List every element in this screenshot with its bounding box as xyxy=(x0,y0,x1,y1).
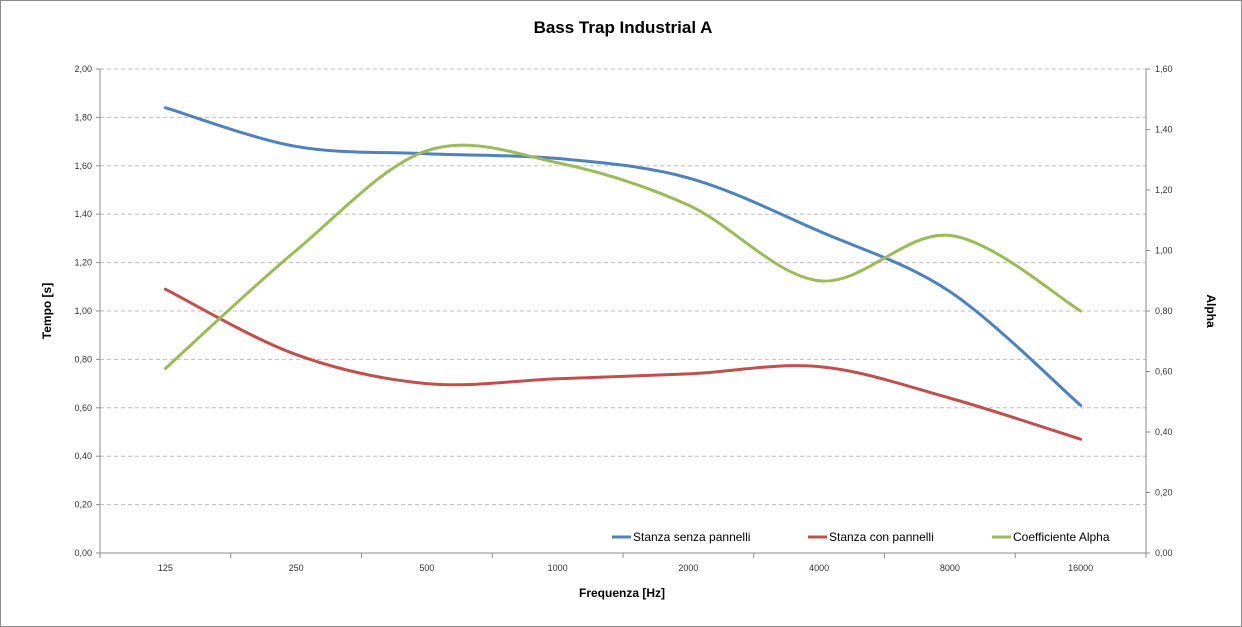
y-tick-label-right: 1,60 xyxy=(1155,64,1173,74)
x-axis-title: Frequenza [Hz] xyxy=(579,586,665,600)
y-tick-label-left: 1,60 xyxy=(74,161,92,171)
series-line-2 xyxy=(163,287,1083,441)
x-tick-labels: 125 250 500 1000 2000 4000 8000 16000 xyxy=(99,553,1147,573)
x-tick-label: 1000 xyxy=(548,563,568,573)
y-tick-label-left: 1,80 xyxy=(74,112,92,122)
x-tick-label: 8000 xyxy=(940,563,960,573)
y-tick-label-left: 1,40 xyxy=(74,209,92,219)
series-line-3 xyxy=(163,143,1083,370)
series-line-1 xyxy=(163,106,1083,407)
y-tick-label-right: 1,00 xyxy=(1155,246,1173,256)
x-tick-label: 4000 xyxy=(809,563,829,573)
y-tick-label-left: 0,40 xyxy=(74,451,92,461)
y-tick-label-right: 0,20 xyxy=(1155,488,1173,498)
y-tick-label-right: 0,80 xyxy=(1155,306,1173,316)
y-tick-label-left: 0,80 xyxy=(74,354,92,364)
y-tick-label-right: 0,40 xyxy=(1155,427,1173,437)
series-lines xyxy=(163,106,1083,441)
legend: Stanza senza pannelli Stanza con pannelli… xyxy=(612,530,1110,544)
legend-item: Coefficiente Alpha xyxy=(992,530,1110,544)
x-tick-label: 16000 xyxy=(1068,563,1093,573)
y-tick-label-left: 0,00 xyxy=(74,548,92,558)
y-tick-label-left: 1,20 xyxy=(74,258,92,268)
y-axis-title-right: Alpha xyxy=(1204,294,1218,328)
y-axis-title-left: Tempo [s] xyxy=(40,283,54,339)
x-tick-label: 125 xyxy=(158,563,173,573)
gridlines xyxy=(100,68,1146,506)
y-tick-label-left: 0,60 xyxy=(74,403,92,413)
legend-item: Stanza senza pannelli xyxy=(612,530,750,544)
legend-label: Coefficiente Alpha xyxy=(1013,530,1110,544)
x-tick-label: 250 xyxy=(289,563,304,573)
y-tick-labels-left: 0,00 0,20 0,40 0,60 0,80 1,00 1,20 1,40 1,60 1,80… xyxy=(74,64,100,558)
y-tick-label-right: 1,40 xyxy=(1155,125,1173,135)
y-tick-label-right: 1,20 xyxy=(1155,185,1173,195)
x-tick-label: 500 xyxy=(419,563,434,573)
y-tick-labels-right: 0,00 0,20 0,40 0,60 0,80 1,00 1,20 1,40 1,60 xyxy=(1146,64,1173,558)
legend-label: Stanza con pannelli xyxy=(829,530,934,544)
y-tick-label-left: 2,00 xyxy=(74,64,92,74)
x-tick-label: 2000 xyxy=(678,563,698,573)
y-tick-label-left: 0,20 xyxy=(74,500,92,510)
y-tick-label-right: 0,00 xyxy=(1155,548,1173,558)
y-tick-label-left: 1,00 xyxy=(74,306,92,316)
legend-label: Stanza senza pannelli xyxy=(633,530,750,544)
y-tick-label-right: 0,60 xyxy=(1155,367,1173,377)
chart-title: Bass Trap Industrial A xyxy=(534,18,713,37)
legend-item: Stanza con pannelli xyxy=(808,530,934,544)
